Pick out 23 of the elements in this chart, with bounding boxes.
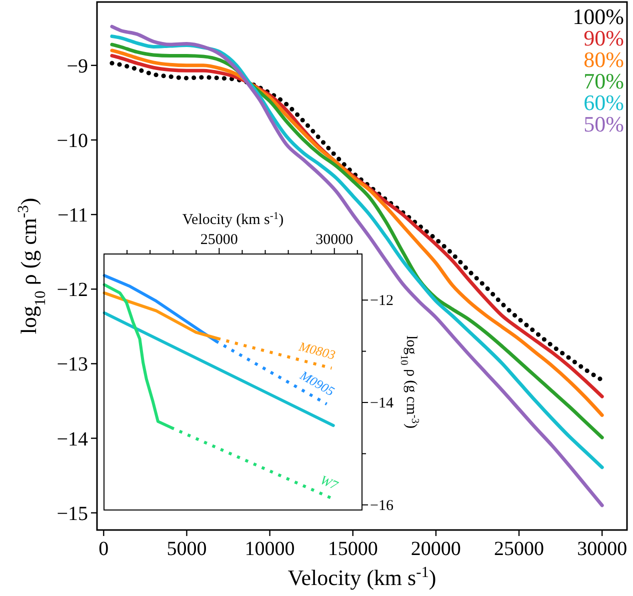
- x-tick-label: 30000: [316, 232, 354, 248]
- text: W7: [318, 472, 341, 493]
- text: M0803: [296, 338, 338, 362]
- y-tick-label: −16: [370, 498, 394, 514]
- x-tick-label: 30000: [577, 538, 628, 560]
- x-tick-label: 25000: [494, 538, 544, 560]
- y-tick-label: −9: [66, 55, 88, 78]
- y-tick-label: −13: [56, 354, 88, 376]
- x-tick-label: 25000: [200, 232, 238, 248]
- y-tick-label: −11: [57, 204, 88, 227]
- y-tick-label: −12: [56, 279, 88, 302]
- x-tick-label: 0: [98, 538, 109, 560]
- x-tick-label: 10000: [244, 538, 295, 560]
- x-axis-title: Velocity (km s$^{-1}$): [288, 564, 436, 590]
- x-tick-label: 5000: [166, 538, 207, 560]
- x-tick-label: 20000: [410, 538, 461, 560]
- x-axis-title: Velocity (km s$^{-1}$): [182, 210, 284, 228]
- y-tick-label: −12: [370, 293, 394, 310]
- y-tick-label: −14: [56, 428, 88, 450]
- y-tick-label: −15: [56, 502, 88, 525]
- x-tick-label: 15000: [328, 538, 378, 560]
- y-tick-label: −14: [370, 395, 394, 412]
- y-tick-label: −10: [56, 130, 88, 152]
